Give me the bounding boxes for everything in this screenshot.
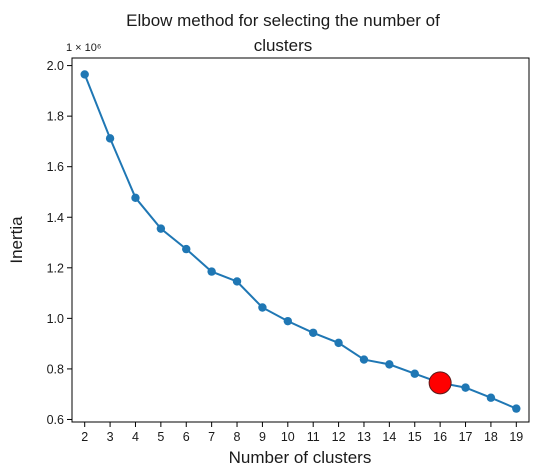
data-point: [410, 369, 419, 378]
data-point: [80, 70, 89, 79]
inertia-series: [80, 70, 521, 413]
data-point: [258, 303, 267, 312]
x-tick-label: 17: [459, 430, 473, 444]
x-tick-label: 12: [332, 430, 346, 444]
data-point: [512, 404, 521, 413]
y-tick-label: 1.2: [47, 261, 64, 275]
x-tick-label: 8: [234, 430, 241, 444]
data-point: [131, 193, 140, 202]
y-tick-label: 1.6: [47, 160, 64, 174]
data-point: [308, 328, 318, 337]
x-tick-label: 5: [157, 430, 164, 444]
data-point: [359, 355, 369, 364]
y-tick-label: 1.4: [47, 211, 64, 225]
plot-frame: [71, 57, 530, 423]
y-tick-label: 0.6: [47, 413, 64, 427]
axis-ticks: 0.6 0.8 1.0 1.2 1.4 1.6 1.8 2.0 2 3 4 5 6 7 8 9 10 11 12 13…: [47, 59, 524, 444]
data-point: [156, 224, 166, 233]
data-point: [461, 383, 470, 392]
x-tick-label: 3: [107, 430, 114, 444]
chart-title-line-1: Elbow method for selecting the number of: [126, 11, 440, 30]
x-tick-label: 6: [183, 430, 190, 444]
y-tick-label: 0.8: [47, 362, 64, 376]
x-tick-label: 7: [208, 430, 215, 444]
data-point: [207, 267, 216, 276]
y-axis-label: Inertia: [7, 216, 26, 264]
data-point: [486, 393, 496, 402]
x-tick-label: 18: [484, 430, 498, 444]
x-tick-label: 15: [408, 430, 422, 444]
data-point: [105, 134, 115, 143]
y-tick-label: 1.8: [47, 110, 64, 124]
data-point: [232, 277, 242, 286]
x-tick-label: 4: [132, 430, 139, 444]
x-tick-label: 13: [357, 430, 371, 444]
y-tick-label: 1.0: [47, 312, 64, 326]
y-scale-multiplier: 1 × 10⁶: [66, 42, 101, 54]
x-tick-label: 11: [307, 430, 320, 444]
x-tick-label: 19: [509, 430, 523, 444]
x-tick-label: 16: [433, 430, 447, 444]
data-point: [283, 316, 293, 326]
x-axis-label: Number of clusters: [229, 448, 372, 467]
x-tick-label: 9: [259, 430, 266, 444]
y-tick-label: 2.0: [47, 59, 64, 73]
x-tick-label: 10: [281, 430, 295, 444]
chart-title-line-2: clusters: [254, 36, 313, 55]
highlight-point: [428, 371, 452, 395]
x-tick-label: 14: [382, 430, 396, 444]
data-point: [334, 338, 343, 348]
data-point: [385, 360, 394, 369]
x-tick-label: 2: [81, 430, 88, 444]
series-line: [83, 74, 517, 410]
data-point: [182, 244, 191, 254]
